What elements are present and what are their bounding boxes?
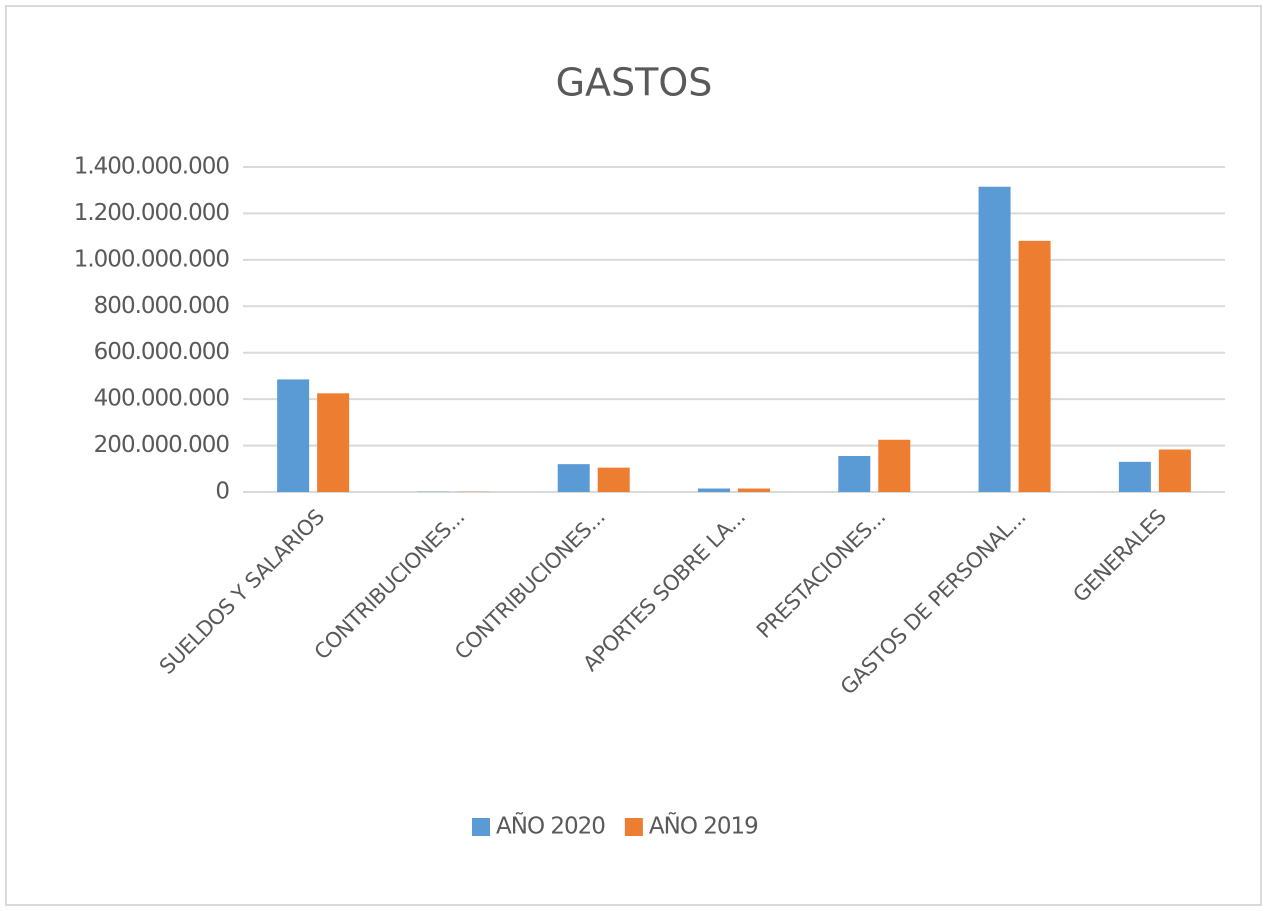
bar (277, 379, 310, 492)
bar (1018, 240, 1051, 492)
bar (878, 439, 911, 492)
y-tick-label: 1.000.000.000 (74, 246, 230, 272)
bar (1158, 449, 1191, 492)
y-tick-label: 1.400.000.000 (74, 154, 230, 180)
y-tick-label: 400.000.000 (94, 386, 230, 412)
legend-label: AÑO 2019 (649, 812, 758, 840)
legend-swatch (472, 818, 490, 836)
y-tick-label: 800.000.000 (94, 293, 230, 319)
bar (978, 186, 1011, 492)
bar (317, 393, 350, 492)
y-tick-label: 200.000.000 (94, 432, 230, 458)
chart-border (5, 5, 1262, 906)
bar (557, 464, 590, 492)
bar (838, 456, 871, 492)
legend-swatch (624, 818, 643, 836)
bar (698, 488, 730, 492)
y-tick-label: 1.200.000.000 (74, 200, 230, 226)
bar (738, 488, 770, 492)
bar (597, 467, 630, 492)
bar (1118, 461, 1151, 492)
legend-label: AÑO 2020 (496, 812, 605, 840)
chart-title: GASTOS (556, 61, 713, 105)
y-tick-label: 600.000.000 (94, 339, 230, 365)
y-tick-label: 0 (215, 479, 229, 505)
